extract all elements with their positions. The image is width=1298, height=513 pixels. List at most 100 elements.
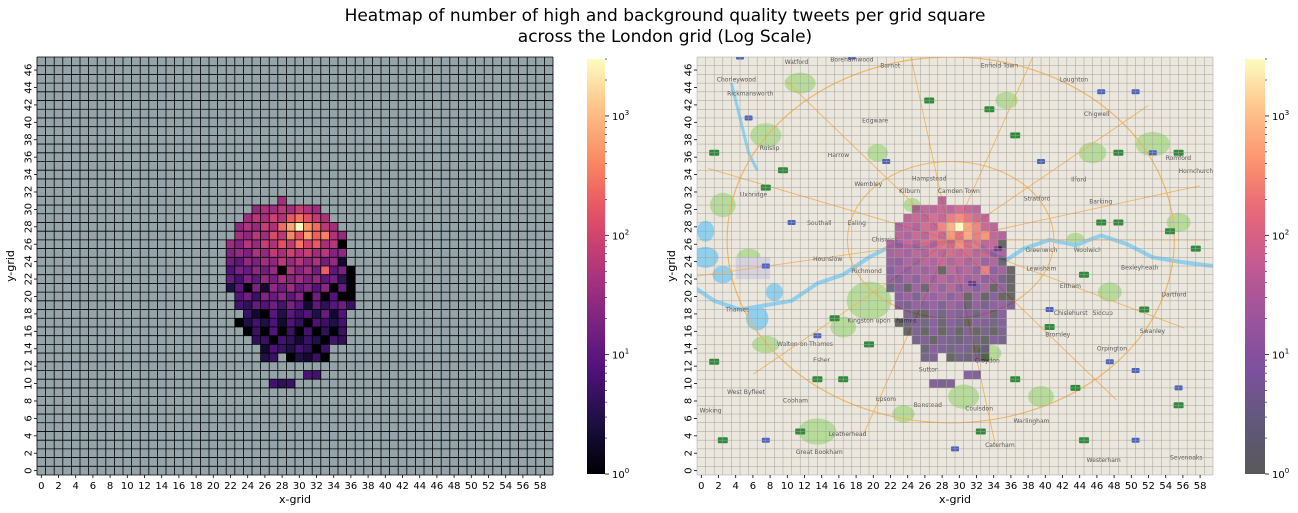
map-place-label: Stratford <box>1024 196 1051 203</box>
heatmap-cell <box>929 353 938 362</box>
heatmap-cell <box>243 318 252 327</box>
heatmap-cell <box>963 353 973 362</box>
heatmap-cell <box>338 248 347 258</box>
heatmap-cell <box>929 344 938 354</box>
heatmap-cell <box>980 292 990 301</box>
heatmap-cell <box>929 266 938 275</box>
heatmap-cell <box>903 257 912 266</box>
x-tick-label: 0 <box>698 481 704 492</box>
x-tick-label: 34 <box>987 481 1000 492</box>
heatmap-cell <box>998 300 1007 310</box>
map-place-label: Southall <box>807 220 832 227</box>
heatmap-cell <box>920 326 930 336</box>
heatmap-cell <box>260 274 270 284</box>
heatmap-cell <box>286 335 295 345</box>
heatmap-cell <box>286 239 295 249</box>
heatmap-cell <box>980 300 990 310</box>
heatmap-cell <box>998 335 1007 345</box>
heatmap-cell <box>338 318 347 327</box>
heatmap-cell <box>946 222 955 232</box>
heatmap-cell <box>912 318 921 327</box>
heatmap-cell <box>980 239 990 249</box>
heatmap-cell <box>963 283 973 293</box>
heatmap-cell <box>277 248 287 258</box>
heatmap-cell <box>286 213 295 223</box>
heatmap-cell <box>920 239 930 249</box>
x-tick-label: 18 <box>850 481 863 492</box>
heatmap-cell <box>295 326 304 336</box>
heatmap-cell <box>937 318 947 327</box>
heatmap-cell <box>886 274 895 284</box>
heatmap-cell <box>903 231 912 240</box>
heatmap-cell <box>269 248 278 258</box>
heatmap-cell <box>277 274 287 284</box>
map-place-label: Woolwich <box>1074 247 1102 254</box>
heatmap-cell <box>963 222 973 232</box>
heatmap-cell <box>295 292 304 301</box>
heatmap-cell <box>338 231 347 240</box>
x-tick-label: 48 <box>1108 481 1121 492</box>
right-heatmap-cells <box>886 196 1016 388</box>
heatmap-cell <box>234 266 244 275</box>
heatmap-cell <box>252 335 261 345</box>
heatmap-cell <box>946 205 955 214</box>
heatmap-cell <box>303 266 313 275</box>
heatmap-cell <box>886 248 895 258</box>
heatmap-cell <box>295 283 304 293</box>
heatmap-cell <box>894 300 904 310</box>
heatmap-cell <box>980 274 990 284</box>
heatmap-cell <box>269 213 278 223</box>
heatmap-cell <box>260 283 270 293</box>
x-tick-label: 16 <box>173 481 186 492</box>
heatmap-cell <box>226 274 235 284</box>
heatmap-cell <box>903 266 912 275</box>
left-heatmap-panel: 0 2 4 6 8 10 12 14 16 18 20 22 24 26 28 30 32 34 36 38 40 42 4… <box>4 56 554 506</box>
heatmap-cell <box>329 266 338 275</box>
y-tick-label: 42 <box>684 99 695 112</box>
right-y-ticks: 0246810121416182022242628303234363840424… <box>684 64 697 474</box>
heatmap-cell <box>286 266 295 275</box>
x-tick-label: 2 <box>715 481 721 492</box>
heatmap-cell <box>955 335 964 345</box>
heatmap-cell <box>894 239 904 249</box>
heatmap-cell <box>946 318 955 327</box>
map-place-label: Thames <box>724 306 749 313</box>
heatmap-cell <box>955 309 964 319</box>
heatmap-cell <box>989 309 998 319</box>
colorbar-tick-label: 100 <box>612 467 629 481</box>
x-tick-label: 58 <box>534 481 547 492</box>
heatmap-cell <box>937 205 947 214</box>
x-tick-label: 28 <box>936 481 949 492</box>
heatmap-cell <box>286 326 295 336</box>
heatmap-cell <box>998 248 1007 258</box>
y-tick-label: 16 <box>684 325 695 338</box>
heatmap-cell <box>243 300 252 310</box>
heatmap-cell <box>320 266 330 275</box>
heatmap-cell <box>972 266 981 275</box>
x-tick-label: 52 <box>1142 481 1155 492</box>
x-tick-label: 24 <box>241 481 254 492</box>
heatmap-cell <box>312 353 321 362</box>
x-tick-label: 24 <box>901 481 914 492</box>
heatmap-cell <box>295 248 304 258</box>
heatmap-cell <box>260 239 270 249</box>
heatmap-cell <box>226 266 235 275</box>
heatmap-cell <box>946 274 955 284</box>
x-tick-label: 38 <box>362 481 375 492</box>
x-tick-label: 16 <box>833 481 846 492</box>
y-tick-label: 42 <box>24 99 35 112</box>
heatmap-cell <box>989 274 998 284</box>
y-tick-label: 30 <box>684 203 695 216</box>
heatmap-cell <box>295 205 304 214</box>
heatmap-cell <box>303 213 313 223</box>
heatmap-cell <box>937 326 947 336</box>
heatmap-cell <box>937 379 947 388</box>
right-x-ticks: 0 2 4 6 8 10 12 14 16 18 20 22 24 26 28 30 32 34 36 38 40 42 4… <box>698 475 1206 492</box>
map-place-label: Leatherhead <box>829 431 867 438</box>
heatmap-cell <box>260 292 270 301</box>
heatmap-cell <box>243 326 252 336</box>
heatmap-cell <box>955 257 964 266</box>
figure-title-line1: Heatmap of number of high and background… <box>345 6 986 26</box>
